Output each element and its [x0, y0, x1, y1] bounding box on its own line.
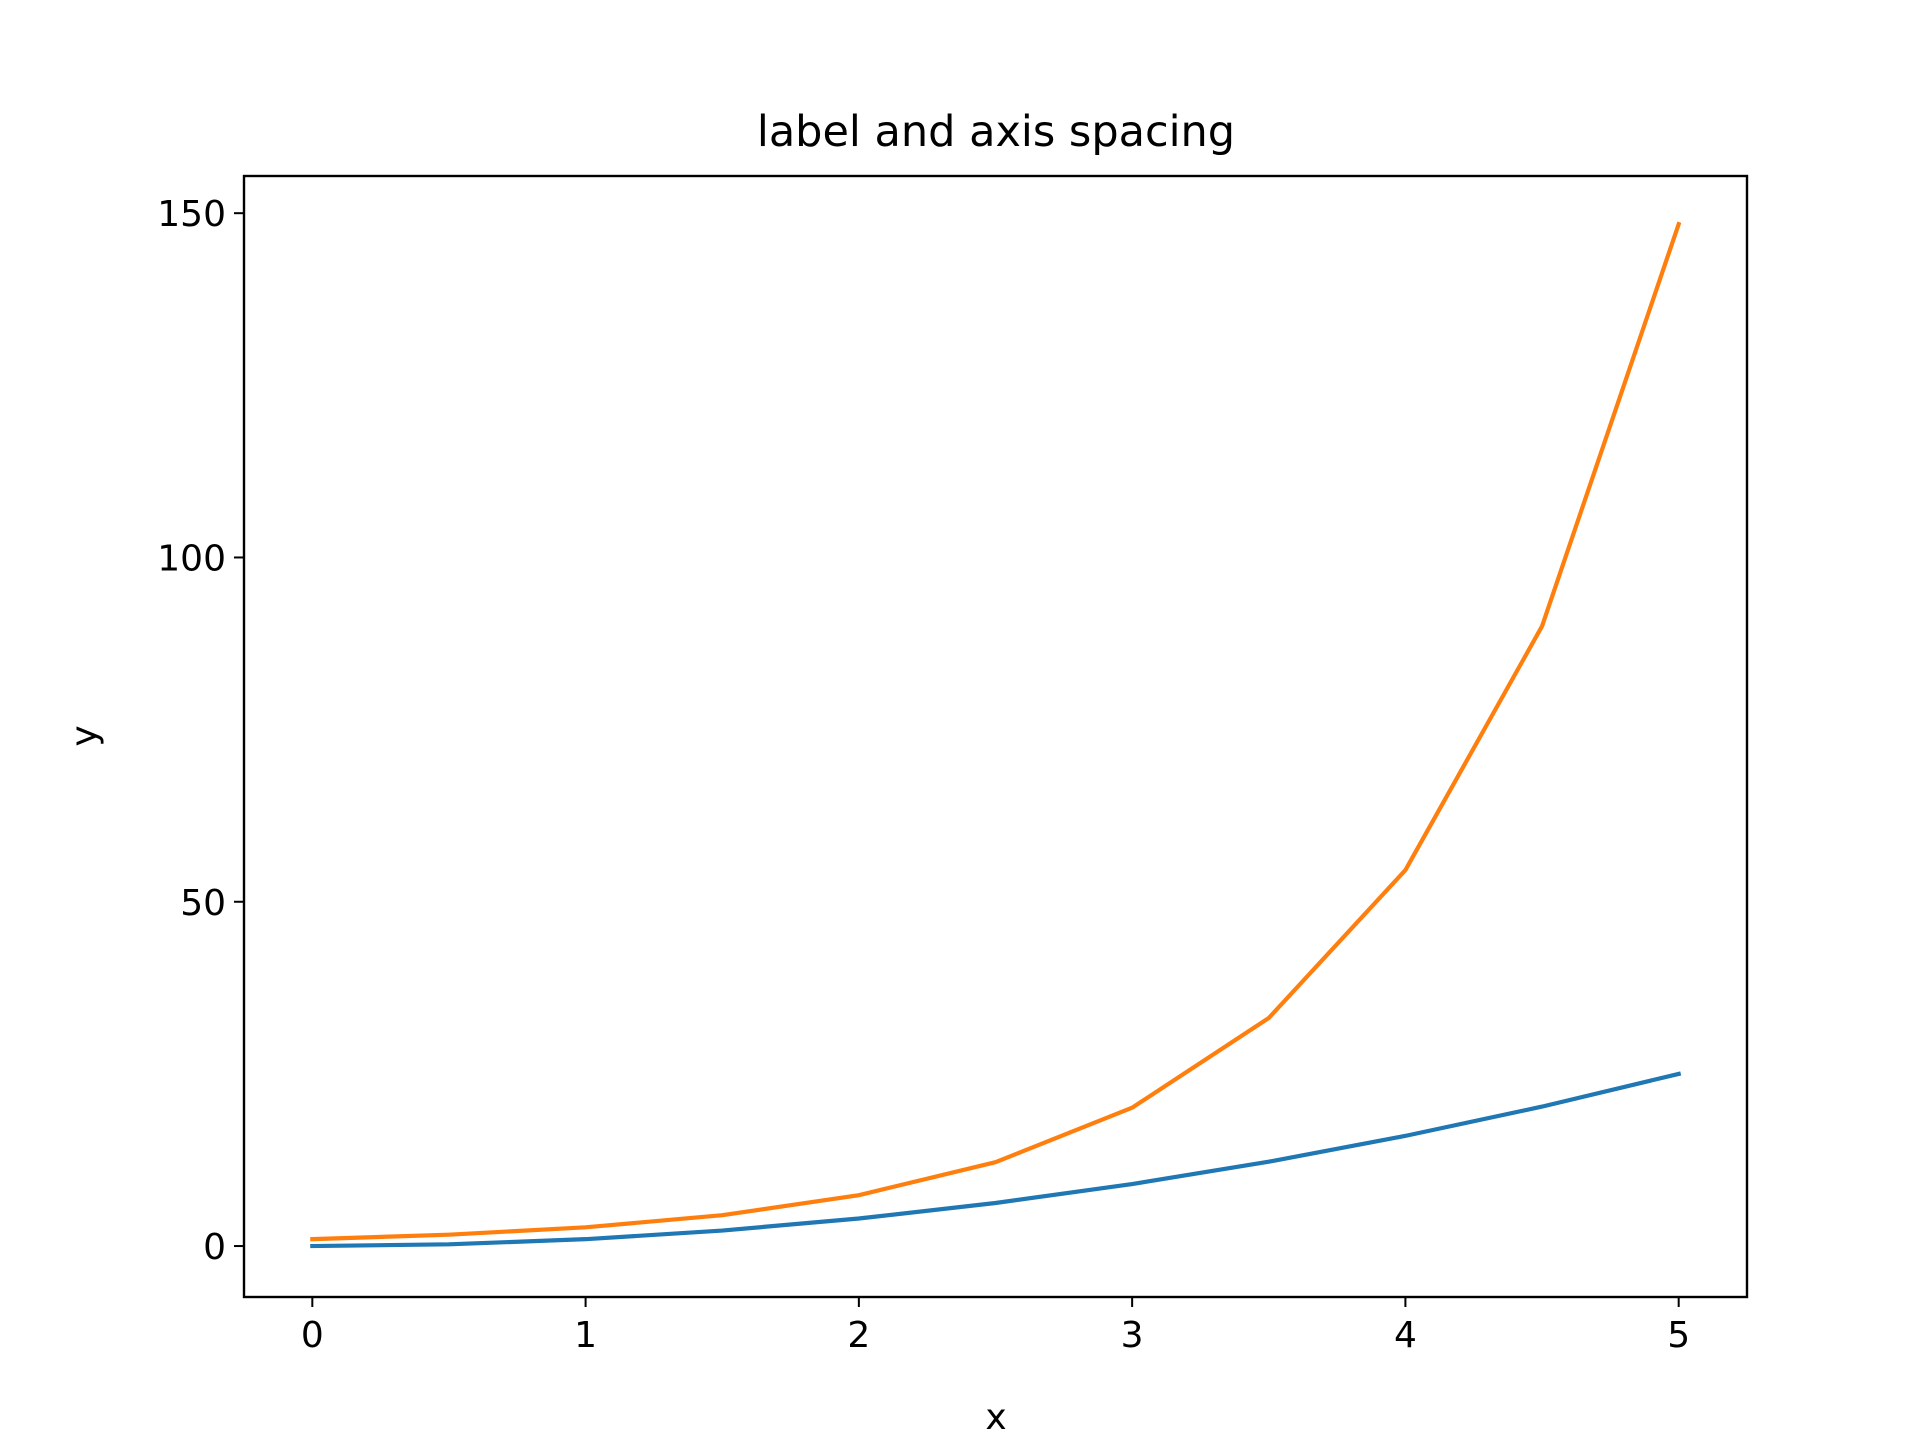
x-axis: 0 1 2 3 4 5	[301, 1297, 1690, 1356]
y-tick-label: 150	[157, 194, 226, 235]
y-axis-label: y	[64, 725, 105, 746]
x-tick-label: 3	[1121, 1315, 1144, 1356]
x-tick-label: 5	[1667, 1315, 1690, 1356]
y-axis: 0 50 100 150	[157, 194, 244, 1268]
y-tick-label: 50	[180, 883, 226, 924]
x-tick-label: 1	[574, 1315, 597, 1356]
y-tick-label: 100	[157, 538, 226, 579]
x-tick-label: 4	[1394, 1315, 1417, 1356]
y-tick-label: 0	[203, 1227, 226, 1268]
series-line-1	[310, 1071, 1682, 1249]
x-tick-label: 2	[847, 1315, 870, 1356]
series-line-2	[310, 221, 1682, 1242]
chart-title: label and axis spacing	[757, 107, 1235, 157]
series-layer	[310, 221, 1682, 1249]
x-tick-label: 0	[301, 1315, 324, 1356]
plot-frame	[242, 174, 1749, 1299]
x-axis-label: x	[985, 1397, 1006, 1438]
